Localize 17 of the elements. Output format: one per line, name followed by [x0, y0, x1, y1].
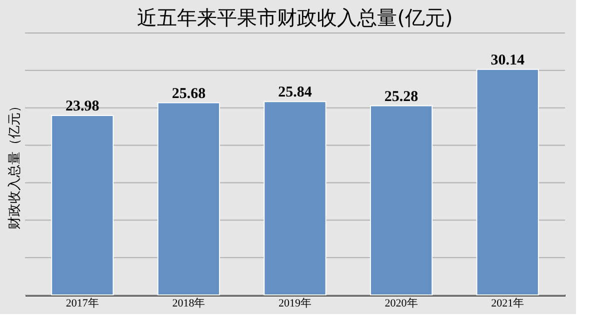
x-tick-label: 2020年 [384, 298, 418, 310]
chart-title: 近五年来平果市财政收入总量(亿元) [137, 6, 453, 30]
data-label: 25.84 [278, 84, 312, 101]
bar [476, 68, 539, 296]
data-label: 25.28 [384, 88, 418, 105]
data-label: 25.68 [172, 86, 206, 102]
x-tick-label: 2018年 [172, 298, 206, 310]
bar [157, 102, 220, 296]
bar [264, 101, 326, 296]
x-tick-label: 2017年 [66, 298, 99, 310]
x-tick-label: 2021年 [491, 298, 524, 310]
bar [370, 105, 433, 296]
data-label: 23.98 [66, 98, 100, 114]
x-tick-label: 2019年 [278, 298, 312, 310]
y-axis-title: 财政收入总量（亿元） [8, 100, 22, 230]
data-label: 30.14 [490, 52, 525, 68]
bar [51, 114, 114, 296]
